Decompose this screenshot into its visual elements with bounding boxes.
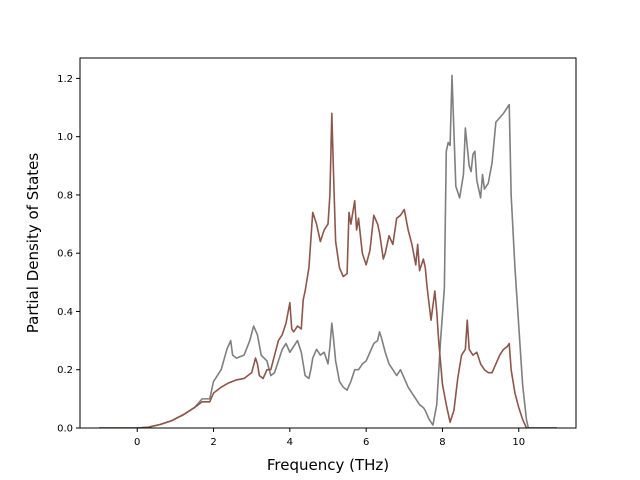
x-axis-ticks: 0 2 4 6 8 10 <box>134 428 525 448</box>
y-tick-label: 1.2 <box>57 74 73 85</box>
y-tick-label: 0.8 <box>57 190 73 201</box>
x-tick-label: 4 <box>287 437 293 448</box>
plot-frame <box>79 57 577 429</box>
series-layer <box>99 74 557 428</box>
pdos-series-line-2 <box>99 112 557 428</box>
y-tick-label: 0.2 <box>57 365 73 376</box>
x-tick-label: 8 <box>439 437 445 448</box>
y-tick-label: 1.0 <box>57 132 73 143</box>
x-tick-label: 10 <box>512 437 525 448</box>
y-tick-label: 0.6 <box>57 249 73 260</box>
x-tick-label: 0 <box>134 437 140 448</box>
y-axis-ticks: 0.0 0.2 0.4 0.6 0.8 1.0 1.2 <box>57 74 80 435</box>
plot-area-background <box>80 58 576 428</box>
x-tick-label: 6 <box>363 437 369 448</box>
y-axis-label: Partial Density of States <box>24 153 42 334</box>
y-tick-label: 0.4 <box>57 307 73 318</box>
y-tick-label: 0.0 <box>57 424 73 435</box>
x-axis-label: Frequency (THz) <box>267 456 389 474</box>
pdos-series-line-1 <box>99 74 557 428</box>
x-tick-label: 2 <box>210 437 216 448</box>
